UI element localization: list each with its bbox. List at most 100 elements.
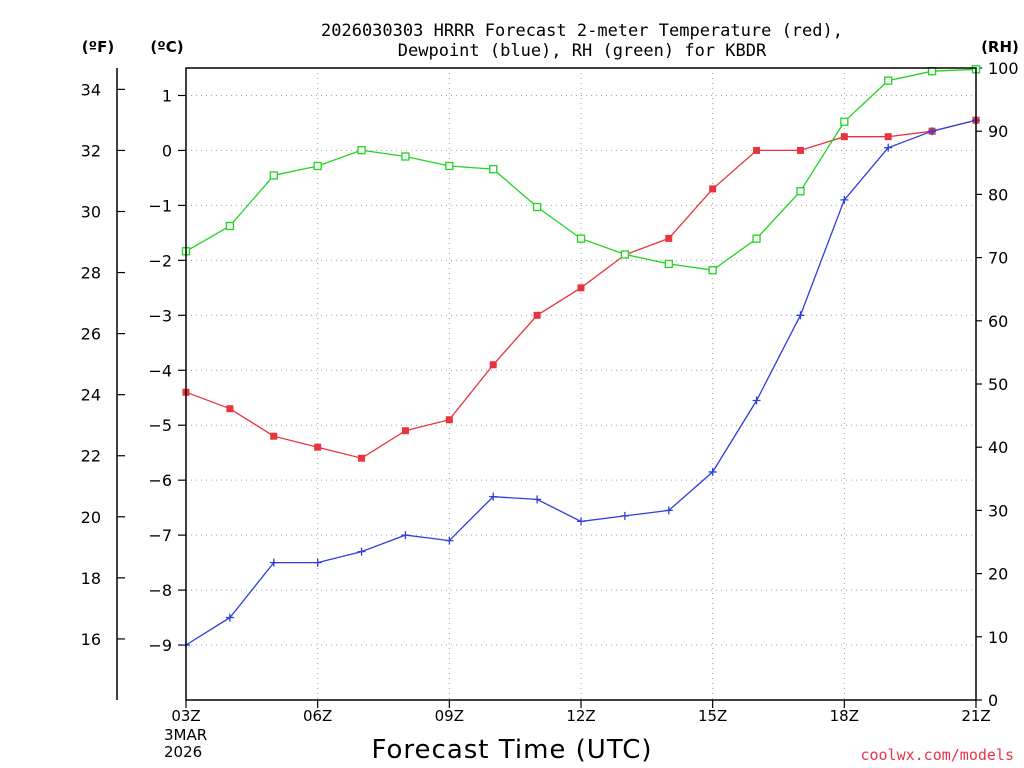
rh-tick-label: 60: [988, 312, 1008, 331]
credit-text: coolwx.com/models: [860, 746, 1014, 764]
dewpoint-point: [577, 517, 585, 526]
dewpoint-point: [313, 558, 322, 567]
celsius-tick-label: 1: [162, 86, 172, 105]
temperature-point: [884, 133, 892, 141]
rh-tick-label: 0: [988, 691, 998, 710]
rh-point: [620, 250, 630, 259]
rh-point: [357, 146, 366, 155]
celsius-tick-label: −4: [148, 361, 172, 380]
date-year-label: 2026: [164, 743, 202, 761]
celsius-tick-label: −8: [148, 581, 172, 600]
rh-tick-label: 90: [988, 122, 1008, 141]
rh-point: [884, 76, 893, 85]
fahrenheit-unit-label: (ºF): [82, 38, 114, 56]
chart-title-line1: 2026030303 HRRR Forecast 2-meter Tempera…: [321, 21, 843, 41]
celsius-unit-label: (ºC): [150, 38, 183, 56]
temperature-point: [445, 416, 453, 424]
celsius-tick-label: −1: [148, 196, 172, 215]
rh-point: [752, 234, 761, 243]
fahrenheit-axis: 34 32 30 28 26 24 22 20 18 16: [81, 80, 125, 649]
dewpoint-point: [445, 536, 454, 545]
celsius-tick-label: −2: [148, 251, 172, 270]
rh-tick-label: 30: [988, 501, 1008, 520]
rh-point: [576, 234, 586, 243]
x-tick-label: 06Z: [303, 707, 332, 725]
dewpoint-point: [928, 127, 937, 136]
rh-point: [708, 266, 717, 275]
x-axis: 03Z 06Z 09Z 12Z 15Z 18Z 21Z: [171, 700, 991, 725]
x-tick-label: 21Z: [961, 707, 990, 725]
x-tick-label: 12Z: [566, 707, 595, 725]
temperature-point: [401, 427, 409, 435]
fahrenheit-tick-label: 30: [81, 202, 101, 221]
dewpoint-point: [752, 396, 761, 405]
rh-point: [225, 221, 235, 231]
rh-point: [664, 259, 673, 269]
x-axis-title: Forecast Time (UTC): [371, 735, 652, 765]
dewpoint-point: [664, 506, 673, 515]
dewpoint-point: [620, 511, 629, 520]
fahrenheit-tick-label: 32: [81, 141, 101, 160]
celsius-tick-label: 0: [162, 141, 172, 160]
rh-point: [313, 161, 322, 171]
dewpoint-point: [225, 613, 234, 622]
dewpoint-point: [533, 495, 542, 504]
temperature-point: [489, 361, 497, 369]
rh-tick-label: 100: [988, 59, 1019, 78]
fahrenheit-tick-label: 34: [81, 80, 101, 99]
temperature-point: [796, 146, 804, 154]
temperature-point: [270, 432, 278, 440]
celsius-tick-label: −6: [148, 471, 172, 490]
fahrenheit-tick-label: 24: [81, 386, 101, 405]
rh-series: [181, 65, 981, 275]
series-layer: [181, 65, 981, 650]
rh-unit-label: (RH): [981, 38, 1019, 56]
dewpoint-series: [182, 116, 980, 650]
x-tick-label: 09Z: [435, 707, 464, 725]
temperature-point: [709, 185, 717, 193]
temperature-point: [533, 311, 541, 319]
rh-tick-label: 20: [988, 565, 1008, 584]
rh-tick-label: 70: [988, 249, 1008, 268]
celsius-axis: 1 0 −1 −2 −3 −4 −5 −6 −7 −8 −9: [148, 86, 186, 655]
dewpoint-point: [796, 311, 805, 320]
celsius-tick-label: −7: [148, 526, 172, 545]
rh-point: [532, 202, 542, 212]
rh-tick-label: 80: [988, 185, 1008, 204]
rh-point: [489, 164, 498, 174]
dewpoint-point: [884, 143, 893, 152]
rh-tick-label: 10: [988, 628, 1008, 647]
rh-point: [401, 152, 410, 161]
dewpoint-point: [840, 195, 849, 204]
chart-title-line2: Dewpoint (blue), RH (green) for KBDR: [398, 41, 767, 61]
rh-tick-label: 40: [988, 438, 1008, 457]
x-tick-label: 15Z: [698, 707, 727, 725]
temperature-point: [358, 454, 366, 462]
temperature-point: [226, 405, 234, 413]
rh-point: [269, 171, 278, 180]
fahrenheit-tick-label: 20: [81, 508, 101, 527]
celsius-tick-label: −3: [148, 306, 172, 325]
dewpoint-point: [708, 467, 717, 476]
celsius-tick-label: −5: [148, 416, 172, 435]
grid: [185, 68, 977, 700]
fahrenheit-tick-label: 16: [81, 630, 101, 649]
plot-frame: [185, 67, 977, 701]
temperature-point: [665, 234, 673, 242]
dewpoint-point: [357, 547, 366, 556]
dewpoint-point: [269, 558, 278, 567]
x-tick-label: 03Z: [171, 707, 200, 725]
rh-tick-label: 50: [988, 375, 1008, 394]
rh-point: [445, 161, 454, 171]
rh-point: [796, 187, 805, 196]
temperature-point: [577, 284, 585, 292]
celsius-tick-label: −9: [148, 636, 172, 655]
date-month-label: 3MAR: [164, 726, 207, 744]
temperature-point: [314, 443, 322, 451]
x-tick-label: 18Z: [830, 707, 859, 725]
fahrenheit-tick-label: 22: [81, 447, 101, 466]
temperature-point: [840, 133, 848, 141]
rh-point: [840, 117, 849, 126]
